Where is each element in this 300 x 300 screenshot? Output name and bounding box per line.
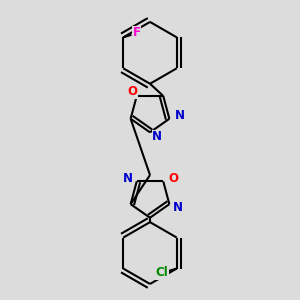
Text: Cl: Cl [156, 266, 168, 279]
Text: N: N [175, 109, 185, 122]
Text: O: O [169, 172, 178, 185]
Text: N: N [152, 130, 162, 143]
Text: N: N [123, 172, 133, 185]
Text: O: O [127, 85, 137, 98]
Text: N: N [173, 201, 183, 214]
Text: F: F [133, 26, 140, 40]
